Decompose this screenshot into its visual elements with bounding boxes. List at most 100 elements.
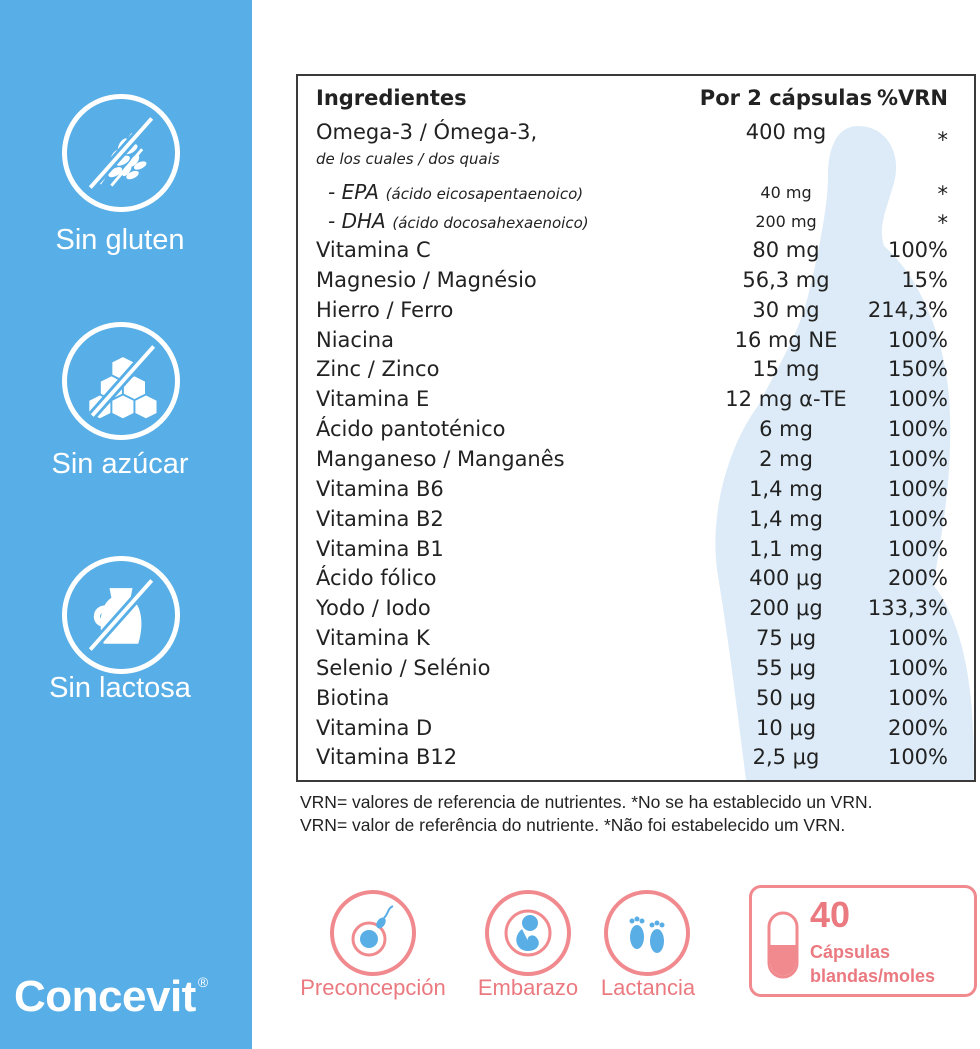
ingredient-name: Magnesio / Magnésio	[316, 267, 537, 292]
ingredient-name: - EPA	[328, 180, 379, 204]
table-row-dha: - DHA (ácido docosahexaenoico) 200 mg *	[316, 209, 974, 239]
sin-gluten-label: Sin gluten	[55, 224, 185, 256]
ingredient-amount: 55 μg	[755, 655, 817, 680]
ingredient-name: Vitamina D	[316, 715, 433, 740]
ingredient-amount: 2,5 μg	[752, 745, 820, 770]
ingredient-amount: 12 mg α-TE	[725, 387, 847, 412]
sugar-cubes-crossed-icon	[62, 322, 180, 440]
ingredient-name: Vitamina C	[316, 238, 431, 262]
sin-lactosa-label: Sin lactosa	[49, 672, 191, 704]
capsule-count: 40	[810, 894, 851, 935]
ingredient-name: Zinc / Zinco	[316, 357, 440, 382]
ingredient-amount: 400 μg	[749, 566, 823, 591]
ingredient-name: Yodo / Iodo	[316, 596, 431, 621]
table-row: Vitamina E 12 mg α-TE 100%	[316, 387, 974, 417]
ingredient-amount: 75 μg	[755, 626, 817, 651]
ingredient-name: Ácido fólico	[316, 566, 437, 591]
ingredient-vrn: 100%	[887, 238, 948, 262]
table-row: Selenio / Selénio 55 μg 100%	[316, 656, 974, 686]
ingredient-amount: 10 μg	[755, 715, 817, 740]
ingredient-vrn: 200%	[887, 566, 948, 591]
table-row: Vitamina K 75 μg 100%	[316, 626, 974, 656]
capsule-description: Cápsulas blandas/moles	[810, 942, 936, 986]
sperm-egg-icon	[330, 890, 416, 976]
sidebar: Sin gluten Sin azúcar Sin lactosa	[0, 0, 252, 1049]
ingredient-name: Vitamina B1	[316, 536, 444, 561]
ingredient-amount: 15 mg	[752, 357, 820, 382]
table-row-epa: - EPA (ácido eicosapentaenoico) 40 mg *	[316, 180, 974, 210]
brand-logo: Concevit ®	[14, 972, 208, 1021]
ingredient-vrn: 100%	[887, 626, 948, 651]
table-row: Vitamina B2 1,4 mg 100%	[316, 507, 974, 537]
footnote-es: VRN= valores de referencia de nutrientes…	[300, 792, 873, 812]
ingredient-name: Vitamina B2	[316, 506, 444, 531]
ingredient-vrn: 133,3%	[867, 596, 948, 621]
ingredient-vrn: 100%	[887, 685, 948, 710]
ingredient-amount: 1,4 mg	[749, 506, 823, 531]
ingredient-amount: 56,3 mg	[742, 267, 830, 292]
ingredient-detail: (ácido docosahexaenoico)	[392, 214, 589, 232]
ingredient-name: Selenio / Selénio	[316, 655, 491, 680]
ingredient-name: Vitamina B12	[316, 745, 458, 770]
ingredient-vrn: 100%	[887, 417, 948, 442]
table-row: Vitamina B6 1,4 mg 100%	[316, 477, 974, 507]
ingredient-amount: 200 μg	[749, 596, 823, 621]
stage-label-lactancia: Lactancia	[600, 975, 696, 1000]
ingredient-amount: 400 mg	[745, 120, 827, 144]
table-row: Vitamina C 80 mg 100%	[316, 238, 974, 268]
ingredient-vrn: 100%	[887, 476, 948, 501]
milk-jug-crossed-icon	[62, 556, 180, 674]
table-row: Ácido pantoténico 6 mg 100%	[316, 417, 974, 447]
ingredient-name: Hierro / Ferro	[316, 297, 454, 322]
sin-azucar-label: Sin azúcar	[51, 448, 189, 480]
ingredient-vrn: 150%	[887, 357, 948, 382]
capsule-icon	[767, 911, 799, 979]
ingredient-vrn: 15%	[901, 267, 948, 292]
ingredient-detail: (ácido eicosapentaenoico)	[385, 185, 584, 203]
ingredient-vrn: *	[937, 182, 949, 206]
stage-label-preconcepcion: Preconcepción	[300, 975, 446, 1000]
ingredient-name: - DHA	[328, 209, 386, 233]
ingredient-vrn: 100%	[887, 536, 948, 561]
ingredient-amount: 30 mg	[752, 297, 820, 322]
table-row: Manganeso / Manganês 2 mg 100%	[316, 447, 974, 477]
table-row: Ácido fólico 400 μg 200%	[316, 566, 974, 596]
ingredient-vrn: 100%	[887, 506, 948, 531]
ingredient-vrn: *	[937, 128, 949, 152]
table-row: Niacina 16 mg NE 100%	[316, 328, 974, 358]
table-row: Magnesio / Magnésio 56,3 mg 15%	[316, 268, 974, 298]
ingredient-amount: 16 mg NE	[734, 327, 838, 352]
ingredient-name: Niacina	[316, 327, 394, 352]
table-header-row: Ingredientes Por 2 cápsulas %VRN	[316, 86, 974, 116]
table-row: Vitamina D 10 μg 200%	[316, 716, 974, 746]
table-row: Yodo / Iodo 200 μg 133,3%	[316, 596, 974, 626]
table-row: Vitamina B12 2,5 μg 100%	[316, 745, 974, 775]
ingredient-amount: 2 mg	[759, 446, 813, 471]
ingredient-vrn: 100%	[887, 446, 948, 471]
ingredient-vrn: *	[937, 211, 949, 235]
ingredient-amount: 40 mg	[760, 183, 812, 202]
stage-label-embarazo: Embarazo	[477, 975, 579, 1000]
fetus-icon	[485, 890, 571, 976]
ingredient-name: Vitamina K	[316, 626, 430, 651]
table-row: Zinc / Zinco 15 mg 150%	[316, 357, 974, 387]
ingredient-vrn: 100%	[887, 387, 948, 412]
ingredient-amount: 200 mg	[755, 212, 817, 231]
header-vrn: %VRN	[876, 86, 948, 110]
ingredient-name: Manganeso / Manganês	[316, 446, 565, 471]
ingredient-name: Vitamina B6	[316, 476, 444, 501]
capsules-badge: 40 Cápsulas blandas/moles	[749, 885, 977, 997]
omega3-subtitle: de los cuales / dos quais	[316, 150, 500, 168]
ingredient-name: Omega-3 / Ómega-3,	[316, 120, 538, 144]
ingredient-amount: 50 μg	[755, 685, 817, 710]
wheat-crossed-icon	[62, 94, 180, 212]
pregnant-silhouette-icon	[715, 126, 974, 780]
ingredient-amount: 80 mg	[752, 238, 820, 262]
ingredient-name: Biotina	[316, 685, 390, 710]
table-row-omega3: Omega-3 / Ómega-3, 400 mg *	[316, 120, 974, 152]
baby-feet-icon	[604, 890, 690, 976]
table-row: Biotina 50 μg 100%	[316, 686, 974, 716]
ingredient-vrn: 100%	[887, 745, 948, 770]
registered-mark: ®	[197, 974, 208, 990]
ingredient-amount: 6 mg	[759, 417, 813, 442]
